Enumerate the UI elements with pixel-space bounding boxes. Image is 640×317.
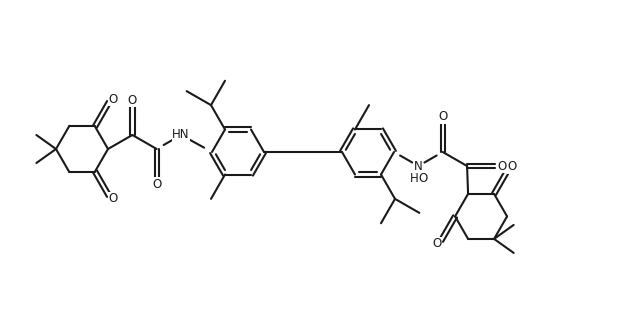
Text: O: O bbox=[419, 172, 428, 185]
Text: H: H bbox=[410, 172, 419, 185]
Text: O: O bbox=[108, 93, 118, 106]
Text: O: O bbox=[108, 192, 118, 205]
Text: O: O bbox=[508, 160, 516, 173]
Text: O: O bbox=[497, 159, 507, 172]
Text: N: N bbox=[414, 159, 423, 172]
Text: O: O bbox=[152, 178, 161, 191]
Text: O: O bbox=[433, 237, 442, 250]
Text: HN: HN bbox=[172, 128, 190, 141]
Text: O: O bbox=[438, 111, 447, 124]
Text: O: O bbox=[128, 94, 137, 107]
